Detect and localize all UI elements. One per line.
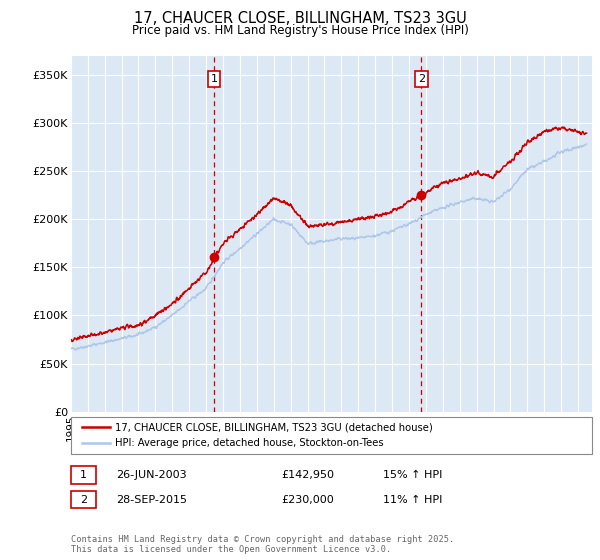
Text: Contains HM Land Registry data © Crown copyright and database right 2025.
This d: Contains HM Land Registry data © Crown c…: [71, 535, 454, 554]
Text: 2: 2: [418, 74, 425, 84]
Text: 11% ↑ HPI: 11% ↑ HPI: [383, 494, 442, 505]
Text: £230,000: £230,000: [281, 494, 334, 505]
Text: 1: 1: [80, 470, 87, 480]
Text: 17, CHAUCER CLOSE, BILLINGHAM, TS23 3GU: 17, CHAUCER CLOSE, BILLINGHAM, TS23 3GU: [134, 11, 466, 26]
Text: 1: 1: [211, 74, 218, 84]
Text: HPI: Average price, detached house, Stockton-on-Tees: HPI: Average price, detached house, Stoc…: [115, 438, 383, 449]
Text: 26-JUN-2003: 26-JUN-2003: [116, 470, 187, 480]
Text: 15% ↑ HPI: 15% ↑ HPI: [383, 470, 442, 480]
Text: 28-SEP-2015: 28-SEP-2015: [116, 494, 187, 505]
Text: Price paid vs. HM Land Registry's House Price Index (HPI): Price paid vs. HM Land Registry's House …: [131, 24, 469, 36]
Text: £142,950: £142,950: [281, 470, 334, 480]
Text: 2: 2: [80, 494, 87, 505]
Text: 17, CHAUCER CLOSE, BILLINGHAM, TS23 3GU (detached house): 17, CHAUCER CLOSE, BILLINGHAM, TS23 3GU …: [115, 422, 433, 432]
